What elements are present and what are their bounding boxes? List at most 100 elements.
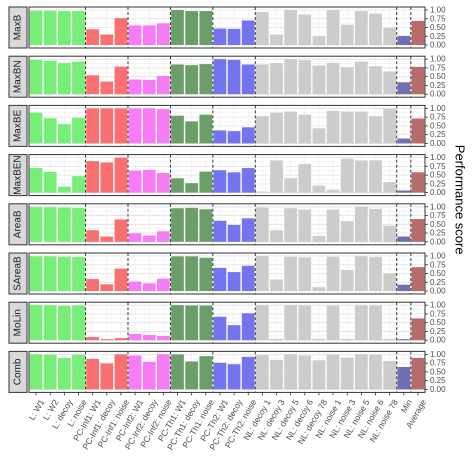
bar	[312, 235, 326, 242]
y-tick-label: 1.00	[430, 55, 446, 64]
bar	[340, 221, 354, 242]
bar	[383, 71, 397, 95]
bar	[369, 66, 382, 95]
bar	[227, 172, 241, 193]
bar	[171, 115, 184, 144]
bar	[411, 267, 425, 291]
bar	[199, 171, 213, 193]
bar	[156, 278, 170, 291]
bar	[397, 284, 411, 291]
bar	[340, 270, 354, 291]
bar	[227, 131, 241, 144]
bar	[241, 356, 255, 390]
bar	[57, 124, 71, 144]
y-tick-label: 1.00	[430, 202, 446, 211]
bar	[411, 318, 425, 341]
bar	[213, 170, 227, 193]
bar	[312, 128, 326, 144]
bar	[298, 257, 312, 291]
bar	[142, 169, 156, 193]
y-tick-label: 0.75	[430, 162, 446, 171]
bar	[255, 256, 269, 291]
y-tick-label: 0.00	[430, 188, 446, 197]
bar	[128, 233, 142, 242]
bar	[255, 355, 269, 390]
bar	[100, 81, 114, 95]
bar	[397, 339, 411, 341]
bar	[128, 355, 142, 390]
bar	[29, 256, 43, 291]
bar	[114, 338, 128, 341]
bar	[383, 225, 397, 242]
y-tick-label: 0.25	[430, 130, 446, 139]
bar	[43, 305, 57, 341]
bar	[354, 206, 368, 242]
bar	[383, 182, 397, 193]
bar	[72, 176, 85, 193]
bar	[284, 354, 298, 390]
bar	[411, 172, 425, 193]
y-tick-label: 0.00	[430, 336, 446, 345]
bar	[383, 108, 397, 144]
bar	[185, 256, 199, 291]
bar	[383, 27, 397, 45]
bar	[383, 273, 397, 291]
bar	[72, 305, 85, 341]
facet-strip	[8, 301, 28, 344]
bar	[255, 191, 269, 193]
y-tick-label: 0.25	[430, 327, 446, 336]
bar	[72, 207, 85, 242]
bar	[29, 112, 43, 144]
bar	[270, 338, 283, 341]
y-tick-label: 0.00	[430, 287, 446, 296]
bar	[114, 66, 128, 95]
facet-label: MaxB	[13, 14, 24, 40]
bar	[340, 24, 354, 45]
bar	[397, 82, 411, 95]
bar	[86, 108, 100, 144]
bar	[72, 11, 85, 46]
bar	[270, 63, 283, 95]
facet-strip	[8, 104, 28, 147]
bar	[156, 354, 170, 390]
bar	[185, 361, 199, 390]
bar	[57, 256, 71, 291]
y-tick-label: 1.00	[430, 252, 446, 261]
facet-panel: MaxB 0.000.250.500.751.00	[8, 6, 446, 50]
bar	[397, 35, 411, 45]
bar	[114, 268, 128, 291]
bar	[227, 272, 241, 291]
bar	[255, 12, 269, 46]
bar	[72, 354, 85, 390]
bar	[171, 208, 184, 242]
bar	[171, 354, 184, 390]
y-tick-label: 1.00	[430, 350, 446, 359]
y-tick-label: 1.00	[430, 6, 446, 15]
bar	[142, 235, 156, 242]
y-tick-label: 1.00	[430, 301, 446, 310]
y-tick-label: 0.75	[430, 63, 446, 72]
bar	[86, 230, 100, 242]
bar	[128, 79, 142, 95]
bar	[100, 339, 114, 341]
y-tick-label: 0.00	[430, 139, 446, 148]
facet-strip	[8, 203, 28, 246]
y-tick-label: 0.00	[430, 385, 446, 394]
bar	[411, 219, 425, 242]
bar	[326, 305, 340, 341]
facet-label: AreaB	[13, 210, 24, 238]
bar	[284, 305, 298, 341]
bar	[284, 10, 298, 45]
bar	[270, 230, 283, 242]
bar	[298, 114, 312, 144]
y-tick-label: 0.75	[430, 211, 446, 220]
bar	[199, 114, 213, 144]
bar	[171, 10, 184, 45]
y-tick-label: 1.00	[430, 104, 446, 113]
bar	[213, 130, 227, 144]
bar	[227, 28, 241, 45]
facet-panel: MoLin 0.000.250.500.751.00	[8, 301, 446, 345]
bar	[227, 59, 241, 95]
bar	[171, 178, 184, 193]
